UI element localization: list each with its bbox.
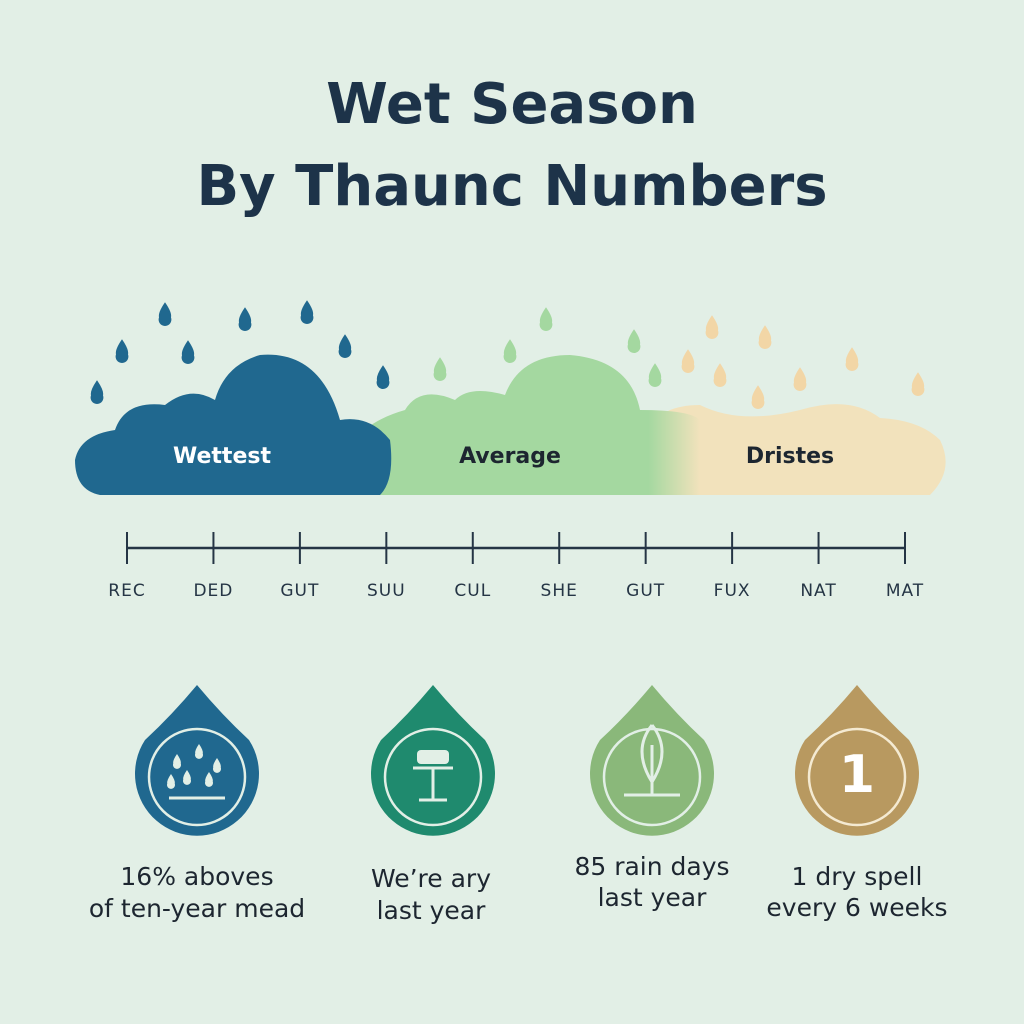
rain-drop [793,367,807,392]
stat-text: 1 dry spell [792,862,923,891]
icon-shape [417,750,449,764]
timeline-label: FUX [714,581,751,601]
icon-shape [413,766,453,802]
rain-drop [90,380,104,405]
rain-drop [751,385,765,410]
cloud-dry [650,404,946,495]
icon-drop [166,774,176,789]
stat-text: 85 rain days [574,852,729,881]
rain-drop [705,315,719,340]
icon-drop [182,770,191,785]
clouds [75,354,946,495]
cloud-wet [75,354,392,495]
timeline-label: REC [108,581,145,601]
rain-drop [433,357,447,382]
stat-text: We’re ary [371,864,491,893]
icon-number: 1 [839,745,875,805]
rain-drop [503,339,517,364]
stat-text: of ten-year mead [89,894,305,923]
timeline-label: MAT [886,581,924,601]
icon-drop [194,744,204,759]
rain-drop [158,302,172,327]
title-line: Wet Season [326,72,698,137]
stat-text: last year [598,883,708,912]
timeline-label: GUT [280,581,319,601]
title-line: By Thaunc Numbers [196,154,827,219]
icon-leaf [624,724,680,797]
rain-drop [300,300,314,325]
rain-drop [911,372,925,397]
timeline-label: DED [193,581,233,601]
rain-drop [627,329,641,354]
rain-drop [845,347,859,372]
cloud-label: Dristes [746,444,834,469]
stat-ring [602,727,702,827]
rain-drop [648,363,662,388]
rain-drop [713,363,727,388]
stat-drop [135,685,259,836]
timeline-label: CUL [454,581,491,601]
rain-drop [238,307,252,332]
cloud-average [355,355,700,495]
stat-drop [795,685,919,836]
stat-ring [147,727,247,827]
icon-drop [172,754,181,769]
stat-ring [383,727,483,827]
rain-drop [758,325,772,350]
rain-drop [338,334,352,359]
rain-drop [181,340,195,365]
cloud-label: Wettest [173,444,271,469]
icon-drop [212,758,221,773]
timeline-label: SUU [367,581,406,601]
rain-drop [681,349,695,374]
stat-text: every 6 weeks [766,893,947,922]
timeline-label: SHE [541,581,578,601]
rain-drop [539,307,553,332]
stat-ring [807,727,907,827]
timeline-label: NAT [800,581,836,601]
stat-text: 16% aboves [120,862,273,891]
rain-drop [115,339,129,364]
icon-drop [204,772,213,787]
timeline-label: GUT [626,581,665,601]
rain-drop [376,365,390,390]
stat-text: last year [377,896,487,925]
cloud-label: Average [459,444,561,469]
